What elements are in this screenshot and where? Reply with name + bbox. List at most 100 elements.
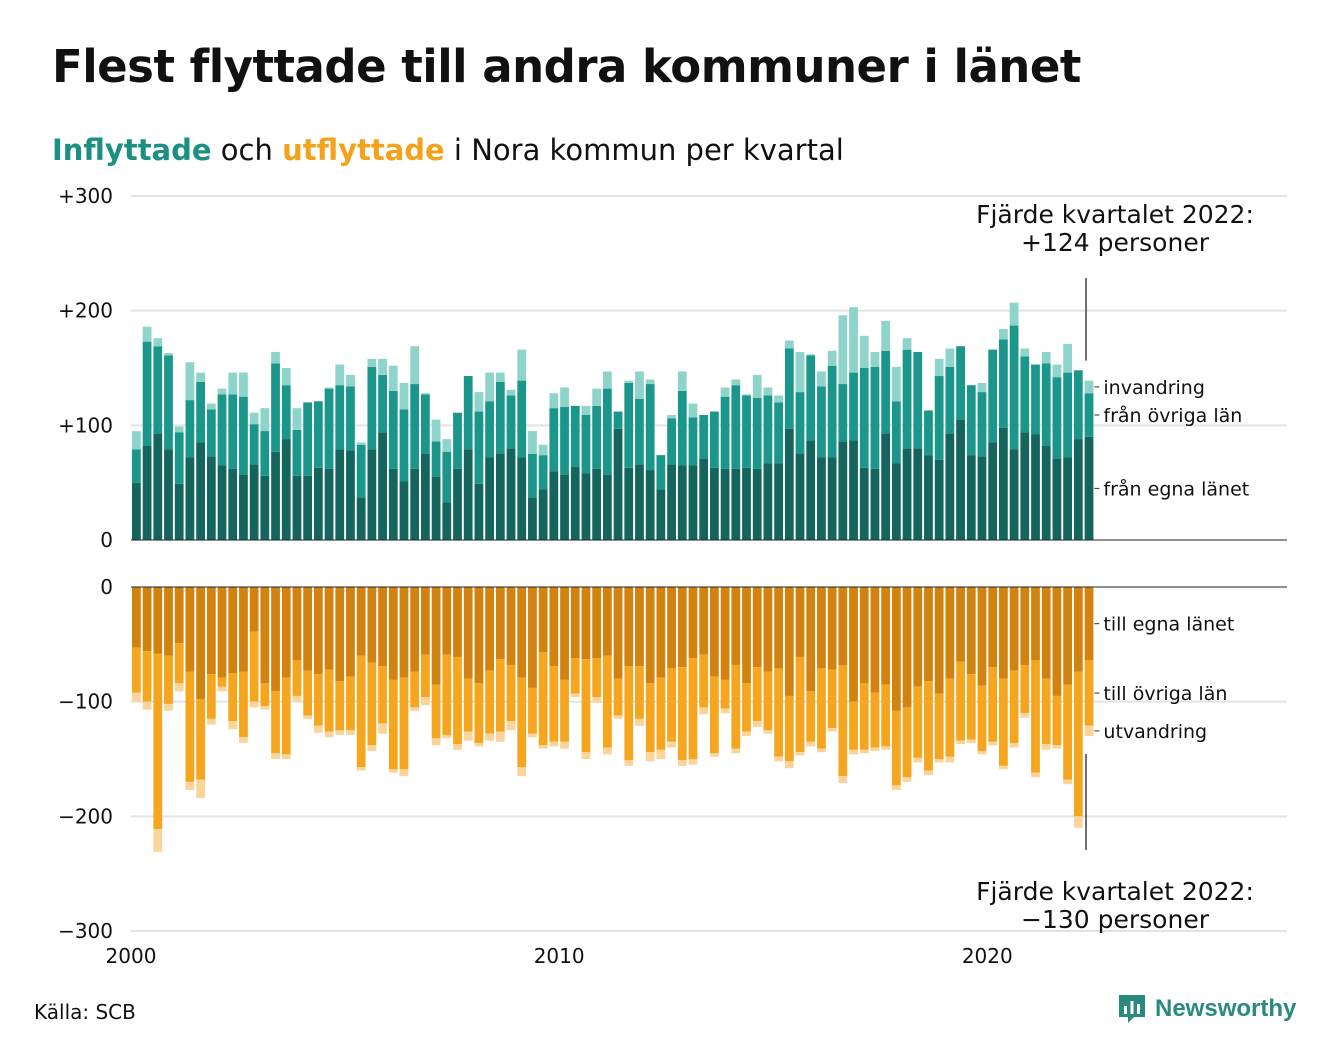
bar-out-till-egna-länet — [720, 587, 730, 680]
bar-in-från-övriga-län — [806, 355, 816, 441]
segment-label-bottom: till egna länet — [1103, 614, 1234, 636]
bar-out-till-egna-länet — [356, 587, 366, 656]
bar-in-invandring — [645, 379, 655, 385]
bar-in-invandring — [1041, 351, 1051, 364]
bar-in-från-egna-länet — [699, 458, 709, 540]
bar-out-utvandring — [281, 754, 291, 759]
bar-out-utvandring — [1009, 742, 1019, 748]
bar-out-till-egna-länet — [677, 587, 687, 668]
bar-in-från-egna-länet — [324, 468, 334, 540]
bar-out-utvandring — [742, 731, 751, 737]
bar-in-från-övriga-län — [174, 432, 184, 484]
bar-in-från-övriga-län — [699, 415, 709, 459]
bar-in-invandring — [549, 393, 559, 409]
bar-out-utvandring — [731, 748, 741, 754]
newsworthy-icon — [1119, 995, 1145, 1023]
bar-in-från-övriga-län — [763, 395, 773, 464]
bar-out-till-övriga-län — [699, 654, 709, 708]
bar-out-utvandring — [324, 731, 334, 738]
bar-in-från-egna-länet — [731, 468, 741, 540]
bar-in-från-egna-länet — [1020, 432, 1030, 540]
bar-out-till-övriga-län — [977, 685, 987, 751]
bar-in-invandring — [324, 387, 334, 389]
bar-out-till-egna-länet — [453, 587, 462, 657]
bar-out-utvandring — [613, 715, 623, 719]
bar-in-invandring — [538, 444, 548, 456]
bar-out-till-övriga-län — [774, 668, 783, 757]
bar-in-från-egna-länet — [795, 454, 805, 540]
bar-in-invandring — [367, 358, 377, 367]
bar-out-till-övriga-län — [260, 683, 270, 707]
bar-out-till-egna-länet — [784, 587, 794, 696]
bar-out-till-egna-länet — [859, 587, 869, 684]
bar-out-till-övriga-län — [356, 655, 366, 768]
bar-out-till-övriga-län — [560, 679, 569, 742]
bar-in-från-övriga-län — [645, 384, 655, 471]
bar-out-till-övriga-län — [891, 710, 901, 786]
bar-out-till-egna-länet — [838, 587, 848, 665]
segment-label-bottom: till övriga län — [1103, 683, 1227, 705]
bar-in-invandring — [1084, 380, 1094, 394]
bar-out-till-egna-länet — [495, 587, 505, 660]
bar-out-utvandring — [153, 828, 163, 852]
bar-out-till-övriga-län — [1052, 695, 1062, 746]
bar-out-till-egna-länet — [399, 587, 409, 678]
bar-out-utvandring — [720, 708, 730, 714]
bar-in-invandring — [870, 351, 880, 367]
bar-in-från-övriga-län — [196, 381, 205, 443]
bar-in-från-övriga-län — [528, 454, 537, 498]
x-tick-label: 2020 — [962, 944, 1013, 968]
bar-in-från-övriga-län — [581, 415, 591, 474]
bar-out-till-egna-länet — [249, 587, 259, 632]
bar-out-utvandring — [1031, 772, 1040, 778]
bar-in-från-egna-länet — [560, 474, 569, 540]
bar-out-till-övriga-län — [1031, 660, 1040, 773]
bar-out-utvandring — [431, 738, 441, 746]
bar-in-från-egna-länet — [463, 449, 473, 540]
bar-out-till-övriga-län — [592, 658, 602, 698]
bar-in-från-egna-länet — [239, 474, 248, 540]
bar-out-till-egna-länet — [313, 587, 323, 675]
bar-out-utvandring — [870, 747, 880, 751]
bar-in-invandring — [1063, 343, 1072, 373]
bar-out-till-övriga-län — [174, 643, 184, 684]
bar-out-till-egna-länet — [528, 587, 537, 688]
bar-out-till-övriga-län — [677, 667, 687, 761]
bar-out-utvandring — [1063, 779, 1072, 785]
bar-in-från-övriga-län — [367, 366, 377, 450]
bar-out-till-övriga-län — [838, 664, 848, 777]
bar-in-invandring — [164, 353, 173, 356]
bar-out-till-övriga-län — [902, 707, 912, 778]
bar-out-till-övriga-län — [849, 701, 858, 750]
subtitle-rest: i Nora kommun per kvartal — [444, 133, 844, 167]
bar-in-från-egna-länet — [517, 457, 527, 540]
bar-in-från-egna-länet — [581, 473, 591, 540]
bar-out-till-egna-länet — [153, 587, 163, 654]
bar-out-till-egna-länet — [592, 587, 602, 659]
bar-in-från-övriga-län — [474, 411, 484, 484]
bar-out-till-egna-länet — [817, 587, 826, 669]
bar-out-till-egna-länet — [945, 587, 955, 679]
bar-in-från-egna-länet — [485, 457, 494, 540]
bar-out-till-övriga-län — [956, 661, 965, 741]
bar-out-till-övriga-län — [988, 667, 998, 742]
bar-out-utvandring — [132, 692, 141, 702]
bar-out-till-övriga-län — [485, 670, 494, 734]
bar-out-till-egna-länet — [228, 587, 238, 673]
bar-out-utvandring — [506, 721, 516, 731]
bar-in-från-egna-länet — [453, 468, 462, 540]
bar-out-till-egna-länet — [346, 587, 355, 677]
bar-out-till-övriga-län — [206, 674, 216, 719]
bar-in-invandring — [174, 426, 184, 433]
bar-in-från-övriga-län — [292, 429, 302, 476]
bar-out-till-egna-länet — [881, 587, 891, 685]
bar-out-till-övriga-län — [303, 670, 313, 716]
bar-in-från-övriga-län — [1020, 356, 1030, 433]
bar-out-utvandring — [881, 746, 891, 750]
bar-out-till-övriga-län — [966, 674, 976, 740]
bar-out-till-egna-länet — [367, 587, 377, 663]
bar-in-från-övriga-län — [153, 346, 163, 434]
segment-label-top: från övriga län — [1103, 404, 1242, 427]
bar-in-från-egna-länet — [271, 451, 280, 540]
bar-in-från-egna-länet — [817, 457, 826, 540]
